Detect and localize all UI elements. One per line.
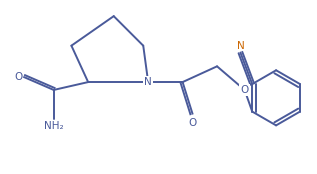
- Text: NH₂: NH₂: [44, 121, 63, 131]
- Text: O: O: [188, 117, 197, 128]
- Text: N: N: [236, 41, 244, 51]
- Text: O: O: [14, 72, 23, 82]
- Text: N: N: [144, 77, 152, 87]
- Text: O: O: [241, 85, 249, 95]
